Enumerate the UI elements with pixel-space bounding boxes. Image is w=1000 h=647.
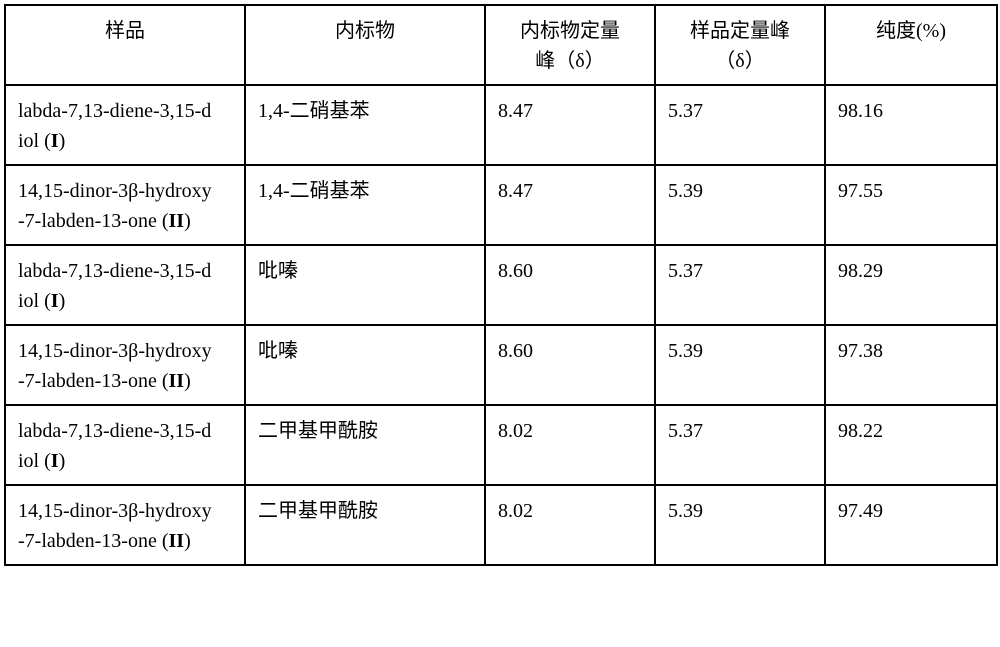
cell-purity: 98.22 (825, 405, 997, 485)
cell-standard: 1,4-二硝基苯 (245, 85, 485, 165)
col-header-sample-peak: 样品定量峰（δ） (655, 5, 825, 85)
table-row: labda-7,13-diene-3,15-diol (I) 1,4-二硝基苯 … (5, 85, 997, 165)
cell-purity: 97.38 (825, 325, 997, 405)
cell-standard: 二甲基甲酰胺 (245, 405, 485, 485)
table-row: 14,15-dinor-3β-hydroxy-7-labden-13-one (… (5, 485, 997, 565)
cell-sample-peak: 5.37 (655, 245, 825, 325)
cell-purity: 97.55 (825, 165, 997, 245)
cell-std-peak: 8.47 (485, 85, 655, 165)
cell-std-peak: 8.60 (485, 325, 655, 405)
col-header-standard: 内标物 (245, 5, 485, 85)
cell-sample: 14,15-dinor-3β-hydroxy-7-labden-13-one (… (5, 485, 245, 565)
cell-sample-peak: 5.37 (655, 405, 825, 485)
cell-sample: labda-7,13-diene-3,15-diol (I) (5, 405, 245, 485)
cell-sample-peak: 5.37 (655, 85, 825, 165)
col-header-std-peak: 内标物定量峰（δ） (485, 5, 655, 85)
table-row: labda-7,13-diene-3,15-diol (I) 二甲基甲酰胺 8.… (5, 405, 997, 485)
cell-sample: labda-7,13-diene-3,15-diol (I) (5, 85, 245, 165)
cell-standard: 1,4-二硝基苯 (245, 165, 485, 245)
cell-sample: 14,15-dinor-3β-hydroxy-7-labden-13-one (… (5, 165, 245, 245)
cell-sample-peak: 5.39 (655, 325, 825, 405)
table-row: labda-7,13-diene-3,15-diol (I) 吡嗪 8.60 5… (5, 245, 997, 325)
cell-std-peak: 8.02 (485, 405, 655, 485)
cell-sample: labda-7,13-diene-3,15-diol (I) (5, 245, 245, 325)
cell-purity: 97.49 (825, 485, 997, 565)
table-header-row: 样品 内标物 内标物定量峰（δ） 样品定量峰（δ） 纯度(%) (5, 5, 997, 85)
col-header-sample: 样品 (5, 5, 245, 85)
cell-sample-peak: 5.39 (655, 485, 825, 565)
cell-std-peak: 8.02 (485, 485, 655, 565)
cell-purity: 98.16 (825, 85, 997, 165)
data-table: 样品 内标物 内标物定量峰（δ） 样品定量峰（δ） 纯度(%) labda-7,… (4, 4, 998, 566)
cell-standard: 吡嗪 (245, 325, 485, 405)
cell-standard: 吡嗪 (245, 245, 485, 325)
table-row: 14,15-dinor-3β-hydroxy-7-labden-13-one (… (5, 325, 997, 405)
cell-std-peak: 8.47 (485, 165, 655, 245)
cell-standard: 二甲基甲酰胺 (245, 485, 485, 565)
cell-sample-peak: 5.39 (655, 165, 825, 245)
table-body: labda-7,13-diene-3,15-diol (I) 1,4-二硝基苯 … (5, 85, 997, 565)
cell-std-peak: 8.60 (485, 245, 655, 325)
cell-sample: 14,15-dinor-3β-hydroxy-7-labden-13-one (… (5, 325, 245, 405)
table-row: 14,15-dinor-3β-hydroxy-7-labden-13-one (… (5, 165, 997, 245)
cell-purity: 98.29 (825, 245, 997, 325)
col-header-purity: 纯度(%) (825, 5, 997, 85)
